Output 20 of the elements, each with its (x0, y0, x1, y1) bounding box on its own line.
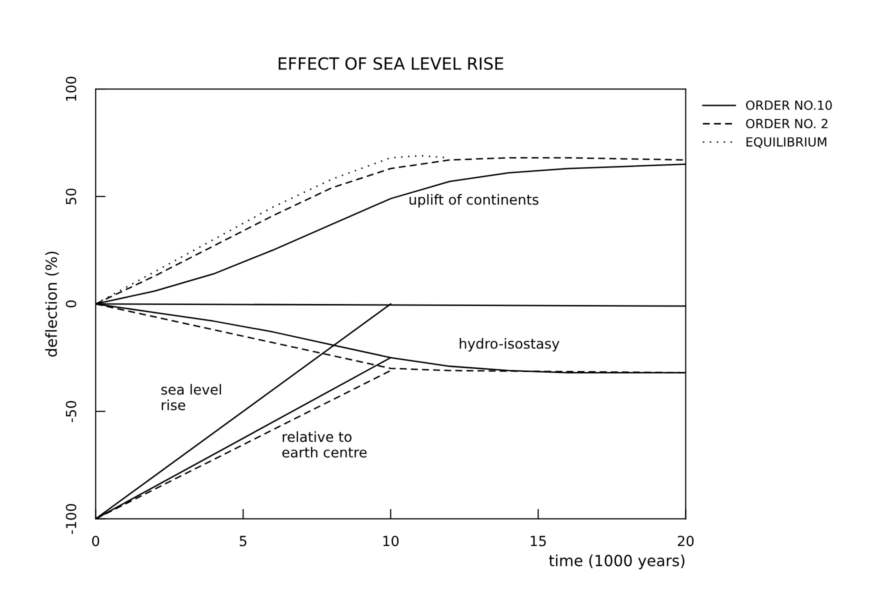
legend-label: ORDER NO. 2 (746, 118, 828, 128)
x-tick-label: 10 (383, 536, 399, 546)
x-tick-label: 20 (678, 536, 694, 546)
y-tick-label: -100 (66, 504, 76, 534)
annotation: uplift of continents (410, 194, 538, 208)
x-tick-label: 0 (92, 536, 100, 546)
x-axis-title: time (1000 years) (549, 554, 684, 570)
y-tick-label: 50 (66, 188, 76, 204)
y-tick-label: 100 (66, 76, 76, 101)
y-tick-label: 0 (66, 300, 76, 308)
chart-title: EFFECT OF SEA LEVEL RISE (278, 57, 504, 70)
annotation: sea level rise (161, 384, 221, 410)
legend-label: ORDER NO.10 (746, 100, 832, 110)
annotation: relative to earth centre (282, 431, 367, 458)
y-axis-title: deflection (%) (45, 252, 59, 357)
legend-label: EQUILIBRIUM (746, 137, 826, 148)
y-tick-label: -50 (66, 400, 76, 422)
x-tick-label: 5 (240, 536, 246, 546)
annotation: hydro-isostasy (460, 338, 560, 352)
x-tick-label: 15 (530, 536, 546, 546)
